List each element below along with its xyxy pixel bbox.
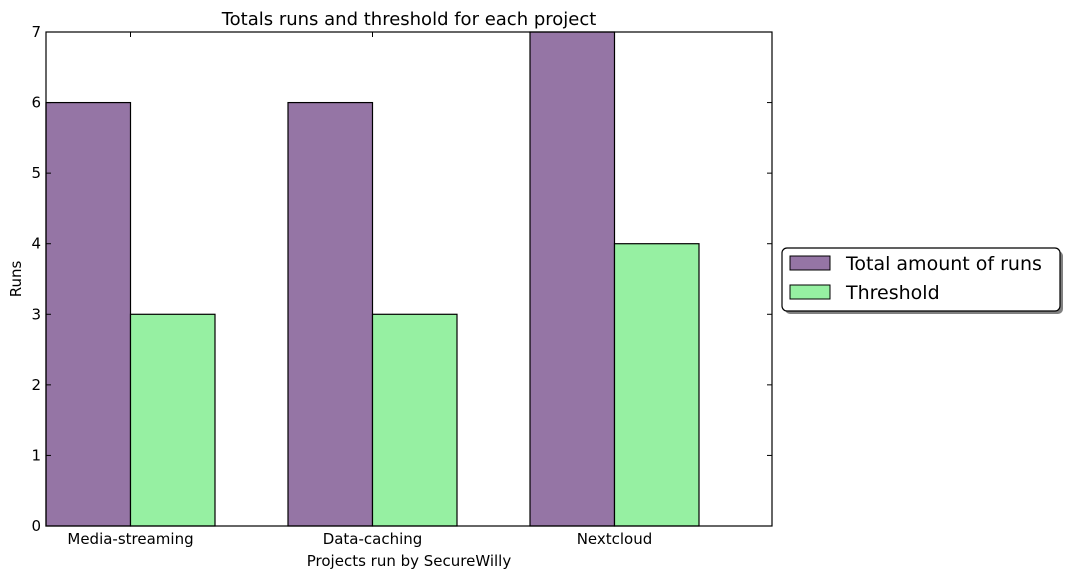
x-tick-label: Nextcloud bbox=[577, 530, 653, 548]
legend-items: Total amount of runs Threshold bbox=[789, 253, 1042, 304]
chart-title: Totals runs and threshold for each proje… bbox=[221, 9, 597, 30]
x-tick-labels: Media-streaming Data-caching Nextcloud bbox=[67, 530, 652, 548]
legend-box bbox=[781, 247, 1061, 312]
legend-swatch bbox=[789, 255, 831, 271]
legend-swatch bbox=[789, 284, 831, 300]
y-tick-label: 7 bbox=[31, 23, 41, 41]
bar-threshold-nextcloud bbox=[613, 243, 700, 527]
bar-threshold-data-caching bbox=[371, 313, 458, 527]
bar-threshold-media-streaming bbox=[129, 313, 216, 527]
bar-total-runs-data-caching bbox=[287, 101, 374, 527]
y-tick-labels: 0 1 2 3 4 5 6 7 bbox=[31, 23, 41, 535]
plot-area-frame bbox=[45, 31, 773, 527]
y-tick-label: 6 bbox=[31, 94, 41, 112]
y-tick-label: 0 bbox=[31, 517, 41, 535]
y-tick-label: 3 bbox=[31, 305, 41, 323]
y-tick-label: 5 bbox=[31, 164, 41, 182]
bars-group bbox=[45, 31, 700, 527]
x-tick-label: Data-caching bbox=[323, 530, 423, 548]
y-tick-label: 1 bbox=[31, 446, 41, 464]
y-axis-label: Runs bbox=[7, 261, 25, 298]
bar-total-runs-nextcloud bbox=[529, 31, 616, 527]
x-tick-label: Media-streaming bbox=[67, 530, 193, 548]
y-tick-label: 2 bbox=[31, 376, 41, 394]
legend-label: Threshold bbox=[845, 282, 940, 304]
bar-total-runs-media-streaming bbox=[45, 101, 132, 527]
y-tick-label: 4 bbox=[31, 235, 41, 253]
x-axis-label: Projects run by SecureWilly bbox=[307, 552, 512, 570]
legend-label: Total amount of runs bbox=[845, 253, 1042, 275]
legend: Total amount of runs Threshold bbox=[781, 247, 1063, 314]
